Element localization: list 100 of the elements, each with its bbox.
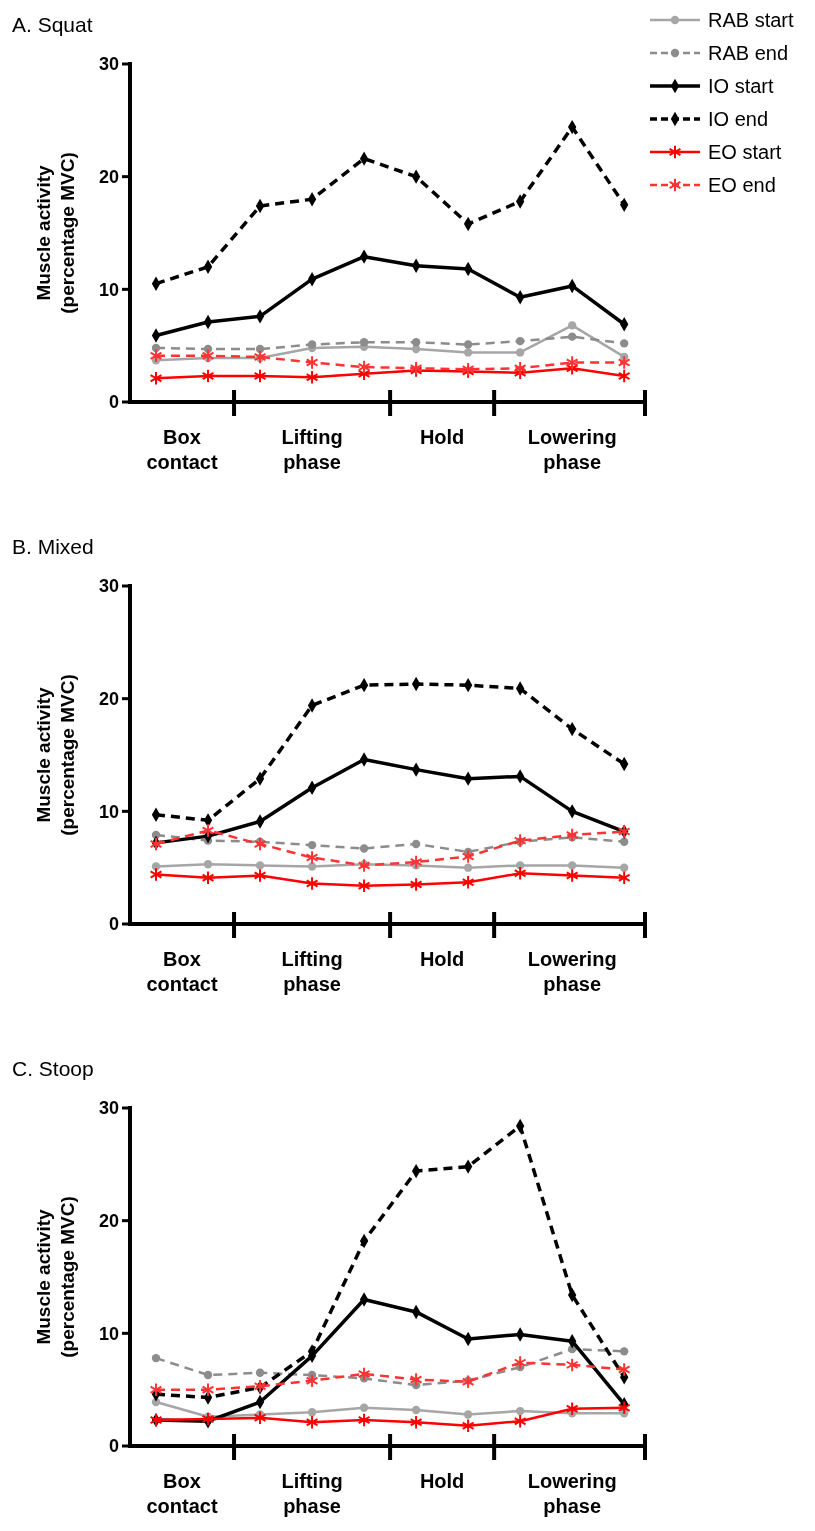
point bbox=[149, 867, 163, 882]
text: Lifting phase bbox=[281, 948, 343, 995]
y-tick-label: 20 bbox=[98, 688, 119, 709]
point bbox=[305, 369, 319, 385]
point bbox=[149, 1382, 163, 1397]
text: Lowering phase bbox=[527, 1470, 617, 1517]
point bbox=[617, 368, 631, 384]
point bbox=[307, 340, 317, 349]
y-tick-label: 20 bbox=[98, 166, 119, 187]
y-axis-title: Muscle activity (percentage MVC) bbox=[33, 1196, 78, 1358]
text: Lifting phase bbox=[281, 426, 343, 473]
y-axis-title: Muscle activity (percentage MVC) bbox=[33, 674, 78, 836]
point bbox=[515, 336, 525, 346]
point bbox=[515, 861, 525, 870]
point bbox=[201, 1382, 215, 1397]
point bbox=[411, 839, 421, 849]
y-axis-title: Muscle activity (percentage MVC) bbox=[33, 152, 78, 314]
point bbox=[151, 1353, 161, 1363]
y-tick-label: 10 bbox=[98, 1323, 119, 1344]
point bbox=[620, 837, 629, 846]
chart-title: C. Stoop bbox=[12, 1057, 94, 1080]
point bbox=[565, 868, 579, 883]
legend-label: IO end bbox=[708, 108, 769, 130]
point bbox=[253, 1410, 267, 1426]
y-tick-label: 0 bbox=[108, 1436, 119, 1457]
y-tick-label: 30 bbox=[98, 1098, 119, 1119]
point bbox=[203, 1370, 213, 1380]
point bbox=[515, 348, 525, 357]
point bbox=[565, 1357, 579, 1373]
y-tick-label: 0 bbox=[108, 392, 119, 413]
point bbox=[149, 371, 163, 386]
text: Box contact bbox=[146, 948, 218, 995]
point bbox=[305, 850, 319, 865]
point bbox=[409, 877, 423, 892]
point bbox=[307, 840, 317, 850]
text: Hold bbox=[419, 1470, 465, 1492]
point bbox=[617, 355, 631, 370]
point bbox=[307, 862, 317, 871]
y-tick-label: 10 bbox=[98, 279, 119, 300]
point bbox=[513, 1413, 527, 1429]
text: Hold bbox=[419, 426, 465, 448]
point bbox=[567, 332, 577, 341]
y-tick-label: 10 bbox=[98, 801, 119, 822]
point bbox=[253, 349, 267, 365]
point bbox=[201, 823, 215, 838]
point bbox=[305, 1373, 319, 1388]
point bbox=[513, 833, 527, 848]
point bbox=[461, 1418, 475, 1433]
text: Lifting phase bbox=[281, 1470, 343, 1517]
point bbox=[357, 878, 371, 893]
point bbox=[567, 861, 577, 870]
text: Lowering phase bbox=[527, 948, 617, 995]
legend-label: EO start bbox=[708, 141, 782, 163]
point bbox=[305, 1415, 319, 1430]
point bbox=[463, 348, 473, 357]
point bbox=[461, 875, 475, 890]
point bbox=[357, 359, 371, 375]
point bbox=[565, 355, 579, 370]
point bbox=[201, 870, 215, 886]
text: Hold bbox=[419, 948, 465, 970]
point bbox=[461, 849, 475, 864]
legend-label: IO start bbox=[708, 75, 775, 97]
point bbox=[463, 340, 473, 349]
point bbox=[201, 348, 215, 364]
point bbox=[357, 1412, 371, 1428]
point bbox=[463, 1410, 473, 1419]
point bbox=[463, 863, 473, 872]
point bbox=[149, 348, 163, 364]
point bbox=[411, 338, 421, 347]
text: Box contact bbox=[146, 1470, 218, 1517]
point bbox=[565, 1401, 579, 1417]
point bbox=[359, 338, 369, 347]
point bbox=[409, 854, 423, 870]
chart-title: B. Mixed bbox=[12, 535, 94, 558]
point bbox=[567, 321, 577, 330]
point bbox=[617, 1362, 631, 1377]
point bbox=[307, 1408, 317, 1417]
point bbox=[253, 868, 267, 883]
point bbox=[255, 861, 265, 870]
point bbox=[620, 863, 629, 872]
text: Lowering phase bbox=[527, 426, 617, 473]
chart-title: A. Squat bbox=[12, 13, 93, 36]
point bbox=[620, 339, 629, 348]
point bbox=[461, 1374, 475, 1390]
legend-label: EO end bbox=[708, 174, 776, 196]
point bbox=[203, 860, 213, 869]
point bbox=[305, 355, 319, 370]
point bbox=[359, 1403, 369, 1412]
y-tick-label: 0 bbox=[108, 914, 119, 935]
point bbox=[409, 1372, 423, 1387]
point bbox=[305, 876, 319, 891]
point bbox=[565, 827, 579, 843]
y-tick-label: 30 bbox=[98, 576, 119, 597]
y-tick-label: 20 bbox=[98, 1210, 119, 1231]
point bbox=[359, 844, 369, 853]
point bbox=[253, 368, 267, 384]
text: Box contact bbox=[146, 426, 218, 473]
point bbox=[253, 836, 267, 852]
point bbox=[513, 1355, 527, 1370]
point bbox=[409, 1415, 423, 1430]
